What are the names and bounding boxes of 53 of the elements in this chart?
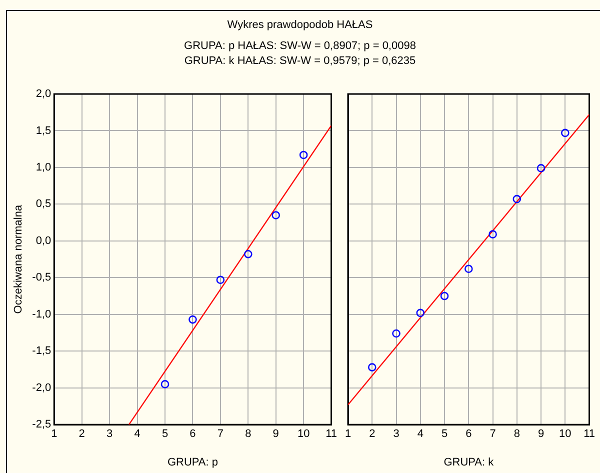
x-tick-label: 11 xyxy=(326,428,337,440)
x-tick-label: 2 xyxy=(369,428,376,440)
x-tick-label: 4 xyxy=(134,428,140,440)
y-tick-label: -2,5 xyxy=(32,418,52,431)
point xyxy=(488,230,497,238)
y-tick-label: 1,5 xyxy=(36,124,52,137)
x-tick-label: 8 xyxy=(245,428,252,440)
y-axis-title: Oczekiwana normalna xyxy=(12,204,25,314)
y-tick-label: 0,5 xyxy=(36,198,52,210)
point xyxy=(368,363,376,372)
x-tick-label: 5 xyxy=(441,428,448,440)
chart-title: Wykres prawdopodob HAŁAS xyxy=(226,18,374,33)
point xyxy=(216,276,225,284)
point xyxy=(464,264,473,273)
x-tick-label: 7 xyxy=(490,428,496,440)
y-tick-label: -1,0 xyxy=(32,308,52,320)
y-tick-label: -2,0 xyxy=(32,382,52,394)
point xyxy=(561,128,570,138)
point xyxy=(512,194,522,204)
point xyxy=(244,250,252,258)
x-tick-label: 6 xyxy=(466,428,472,440)
x-tick-label: 1 xyxy=(344,428,352,440)
y-tick-label: 0,0 xyxy=(36,234,52,247)
point xyxy=(160,380,170,388)
x-tick-label: 5 xyxy=(162,428,168,440)
x-tick-label: 9 xyxy=(538,428,544,440)
x-tick-label: 10 xyxy=(559,428,572,440)
point xyxy=(440,292,449,300)
x-tick-label: 11 xyxy=(584,428,595,440)
point xyxy=(416,308,425,318)
point xyxy=(392,329,400,338)
point xyxy=(272,211,280,220)
text: GRUPA: p HAŁAS: SW-W = 0,8907; p = 0,0098 xyxy=(183,39,417,54)
x-tick-label: 8 xyxy=(514,428,520,440)
x-tick-label: 1 xyxy=(51,428,58,440)
text: GRUPA: k HAŁAS: SW-W = 0,9579; p = 0,6235 xyxy=(183,54,417,69)
y-tick-label: 1,0 xyxy=(36,162,52,174)
x-tick-label: 4 xyxy=(417,428,424,440)
point xyxy=(536,164,546,172)
x-tick-label: 9 xyxy=(272,428,279,440)
x-tick-label: 2 xyxy=(78,428,85,440)
x-tick-label: 6 xyxy=(190,428,196,440)
point xyxy=(299,150,308,160)
point xyxy=(188,315,197,324)
y-tick-label: -0,5 xyxy=(32,272,52,284)
x-tick-label: 10 xyxy=(297,428,310,440)
x-axis-title: GRUPA: p xyxy=(167,456,218,468)
x-tick-label: 7 xyxy=(217,428,224,440)
y-tick-label: 2,0 xyxy=(36,88,52,100)
x-tick-label: 3 xyxy=(106,428,113,440)
y-tick-label: -1,5 xyxy=(32,345,52,358)
x-axis-title: GRUPA: k xyxy=(444,456,494,468)
x-tick-label: 3 xyxy=(393,428,400,440)
